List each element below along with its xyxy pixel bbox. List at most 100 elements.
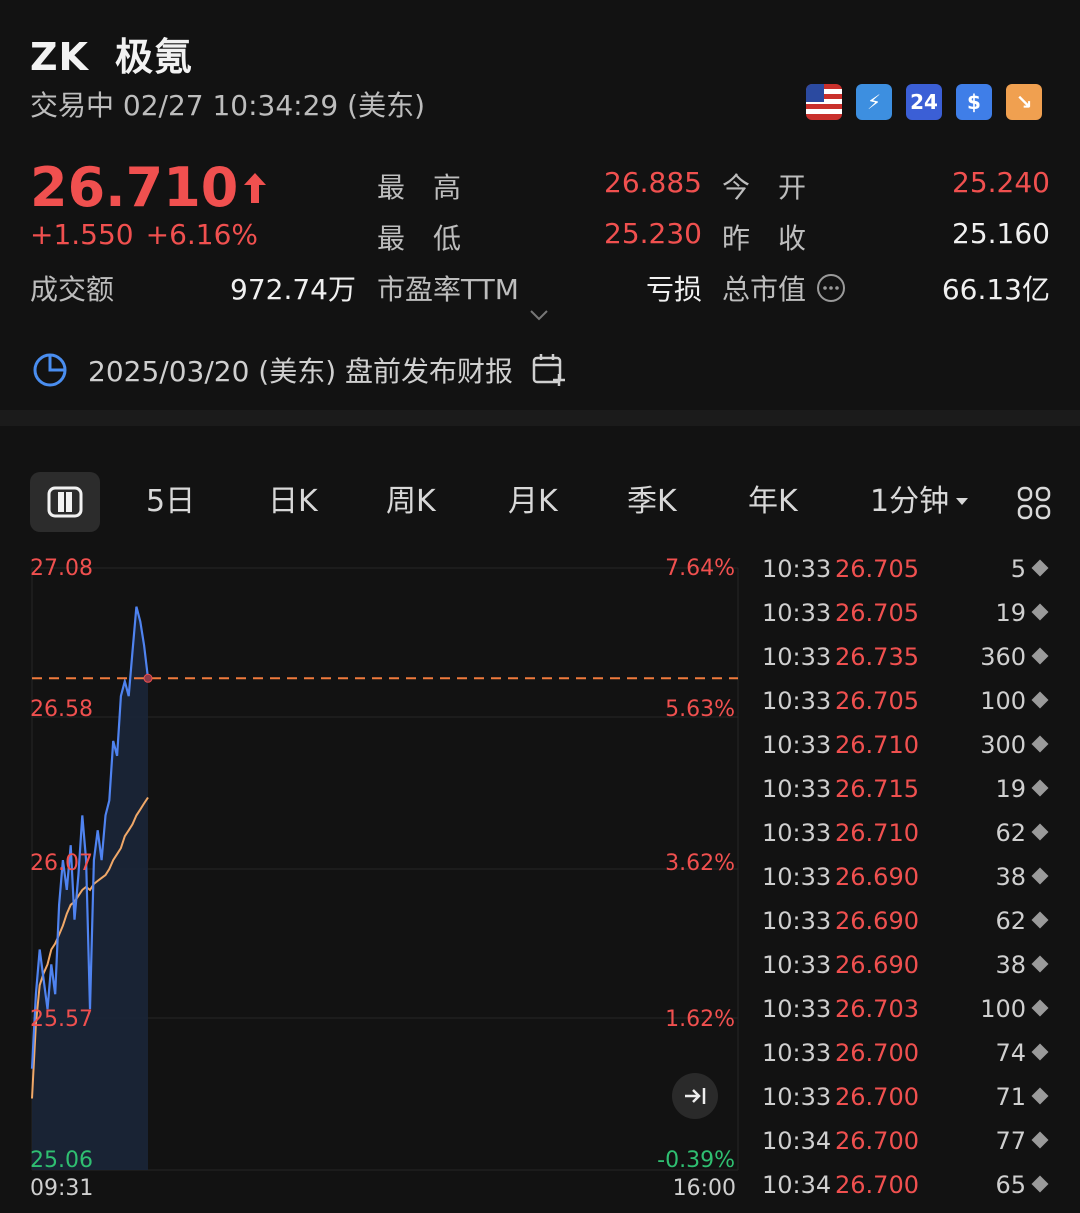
y-label-4: 25.06 (30, 1148, 93, 1173)
trade-price: 26.700 (835, 1039, 919, 1067)
market-status: 交易中 02/27 10:34:29 (美东) (30, 89, 425, 122)
trade-time: 10:34 (762, 1127, 832, 1155)
expand-chevron-icon[interactable] (528, 308, 550, 322)
diamond-icon (1031, 823, 1049, 841)
diamond-icon (1031, 779, 1049, 797)
tab-weekly-k[interactable]: 周K (386, 484, 436, 519)
grid-menu-icon[interactable] (1016, 485, 1052, 521)
trade-volume: 65 (995, 1171, 1026, 1199)
diamond-icon (1031, 911, 1049, 929)
trade-row: 10:33 26.700 74 (760, 1037, 1050, 1081)
tab-interval-select[interactable]: 1分钟 (870, 472, 969, 532)
trade-time: 10:33 (762, 907, 832, 935)
trade-price: 26.710 (835, 819, 919, 847)
split-view-icon (47, 486, 83, 518)
caret-down-icon (956, 498, 969, 505)
prev-close-value: 25.160 (952, 217, 1050, 250)
trade-price: 26.690 (835, 863, 919, 891)
trade-row: 10:34 26.700 65 (760, 1169, 1050, 1213)
trade-price: 26.703 (835, 995, 919, 1023)
trade-time: 10:33 (762, 555, 832, 583)
trade-row: 10:33 26.715 19 (760, 773, 1050, 817)
trade-volume: 360 (980, 643, 1026, 671)
trade-price: 26.715 (835, 775, 919, 803)
trade-price: 26.690 (835, 907, 919, 935)
trade-price: 26.690 (835, 951, 919, 979)
trade-row: 10:33 26.690 38 (760, 949, 1050, 993)
24h-icon[interactable]: 24 (906, 84, 942, 120)
current-price: 26.710 (30, 156, 268, 219)
trade-price: 26.700 (835, 1171, 919, 1199)
trade-time: 10:33 (762, 995, 832, 1023)
interval-label: 1分钟 (870, 484, 950, 519)
tab-intraday[interactable] (30, 472, 100, 532)
trade-row: 10:33 26.735 360 (760, 641, 1050, 685)
tab-daily-k[interactable]: 日K (268, 484, 318, 519)
trade-row: 10:34 26.700 77 (760, 1125, 1050, 1169)
turnover-value: 972.74万 (230, 273, 356, 306)
trade-volume: 38 (995, 863, 1026, 891)
open-value: 25.240 (952, 166, 1050, 199)
diamond-icon (1031, 647, 1049, 665)
trade-time: 10:33 (762, 687, 832, 715)
last-price-dot (143, 673, 153, 683)
trade-volume: 71 (995, 1083, 1026, 1111)
trend-down-icon[interactable]: ↘ (1006, 84, 1042, 120)
trade-row: 10:33 26.705 19 (760, 597, 1050, 641)
trade-row: 10:33 26.690 38 (760, 861, 1050, 905)
dollar-icon[interactable]: $ (956, 84, 992, 120)
arrow-right-bar-icon (685, 1088, 706, 1104)
earnings-row[interactable]: 2025/03/20 (美东) 盘前发布财报 (30, 350, 567, 390)
trade-time: 10:33 (762, 731, 832, 759)
mktcap-value: 66.13亿 (941, 273, 1050, 306)
us-flag-icon[interactable] (806, 84, 842, 120)
calendar-add-icon[interactable] (531, 352, 567, 388)
trade-volume: 19 (995, 599, 1026, 627)
pct-label-4: -0.39% (657, 1148, 735, 1173)
section-divider (0, 410, 1080, 426)
tab-quarterly-k[interactable]: 季K (627, 484, 677, 519)
trade-time: 10:33 (762, 951, 832, 979)
pct-label-2: 3.62% (665, 851, 735, 876)
trade-volume: 19 (995, 775, 1026, 803)
trade-row: 10:33 26.703 100 (760, 993, 1050, 1037)
trade-time: 10:34 (762, 1171, 832, 1199)
price-change: +1.550 +6.16% (30, 218, 258, 251)
pct-label-3: 1.62% (665, 1007, 735, 1032)
x-label-start: 09:31 (30, 1176, 94, 1201)
tab-5day[interactable]: 5日 (146, 484, 196, 519)
tab-monthly-k[interactable]: 月K (508, 484, 558, 519)
diamond-icon (1031, 1175, 1049, 1193)
trade-time: 10:33 (762, 1083, 832, 1111)
trade-volume: 38 (995, 951, 1026, 979)
change-amount: +1.550 (30, 218, 134, 251)
tab-yearly-k[interactable]: 年K (748, 484, 798, 519)
diamond-icon (1031, 559, 1049, 577)
jump-to-latest-button[interactable] (672, 1073, 718, 1119)
badge-row: ⚡ 24 $ ↘ (806, 84, 1042, 120)
arrow-up-icon (244, 172, 267, 203)
low-value: 25.230 (604, 217, 702, 250)
lightning-icon[interactable]: ⚡ (856, 84, 892, 120)
diamond-icon (1031, 867, 1049, 885)
trade-time: 10:33 (762, 1039, 832, 1067)
diamond-icon (1031, 1131, 1049, 1149)
trade-ticker-list[interactable]: 10:33 26.705 5 10:33 26.705 19 10:33 26.735 360 1… (760, 553, 1050, 1213)
trade-row: 10:33 26.690 62 (760, 905, 1050, 949)
mktcap-label-group: 总市值 (722, 268, 846, 308)
trade-row: 10:33 26.710 300 (760, 729, 1050, 773)
x-label-end: 16:00 (672, 1176, 736, 1201)
intraday-chart[interactable] (0, 550, 760, 1209)
average-price-line (31, 796, 149, 1099)
diamond-icon (1031, 1043, 1049, 1061)
more-info-icon[interactable] (816, 273, 846, 303)
high-label: 最 高 (377, 171, 462, 204)
stock-title: ZK 极氪 (30, 26, 193, 81)
y-label-1: 26.58 (30, 697, 93, 722)
diamond-icon (1031, 955, 1049, 973)
trade-volume: 74 (995, 1039, 1026, 1067)
trade-volume: 77 (995, 1127, 1026, 1155)
trade-price: 26.700 (835, 1083, 919, 1111)
trade-row: 10:33 26.710 62 (760, 817, 1050, 861)
prev-close-label: 昨 收 (722, 222, 807, 255)
